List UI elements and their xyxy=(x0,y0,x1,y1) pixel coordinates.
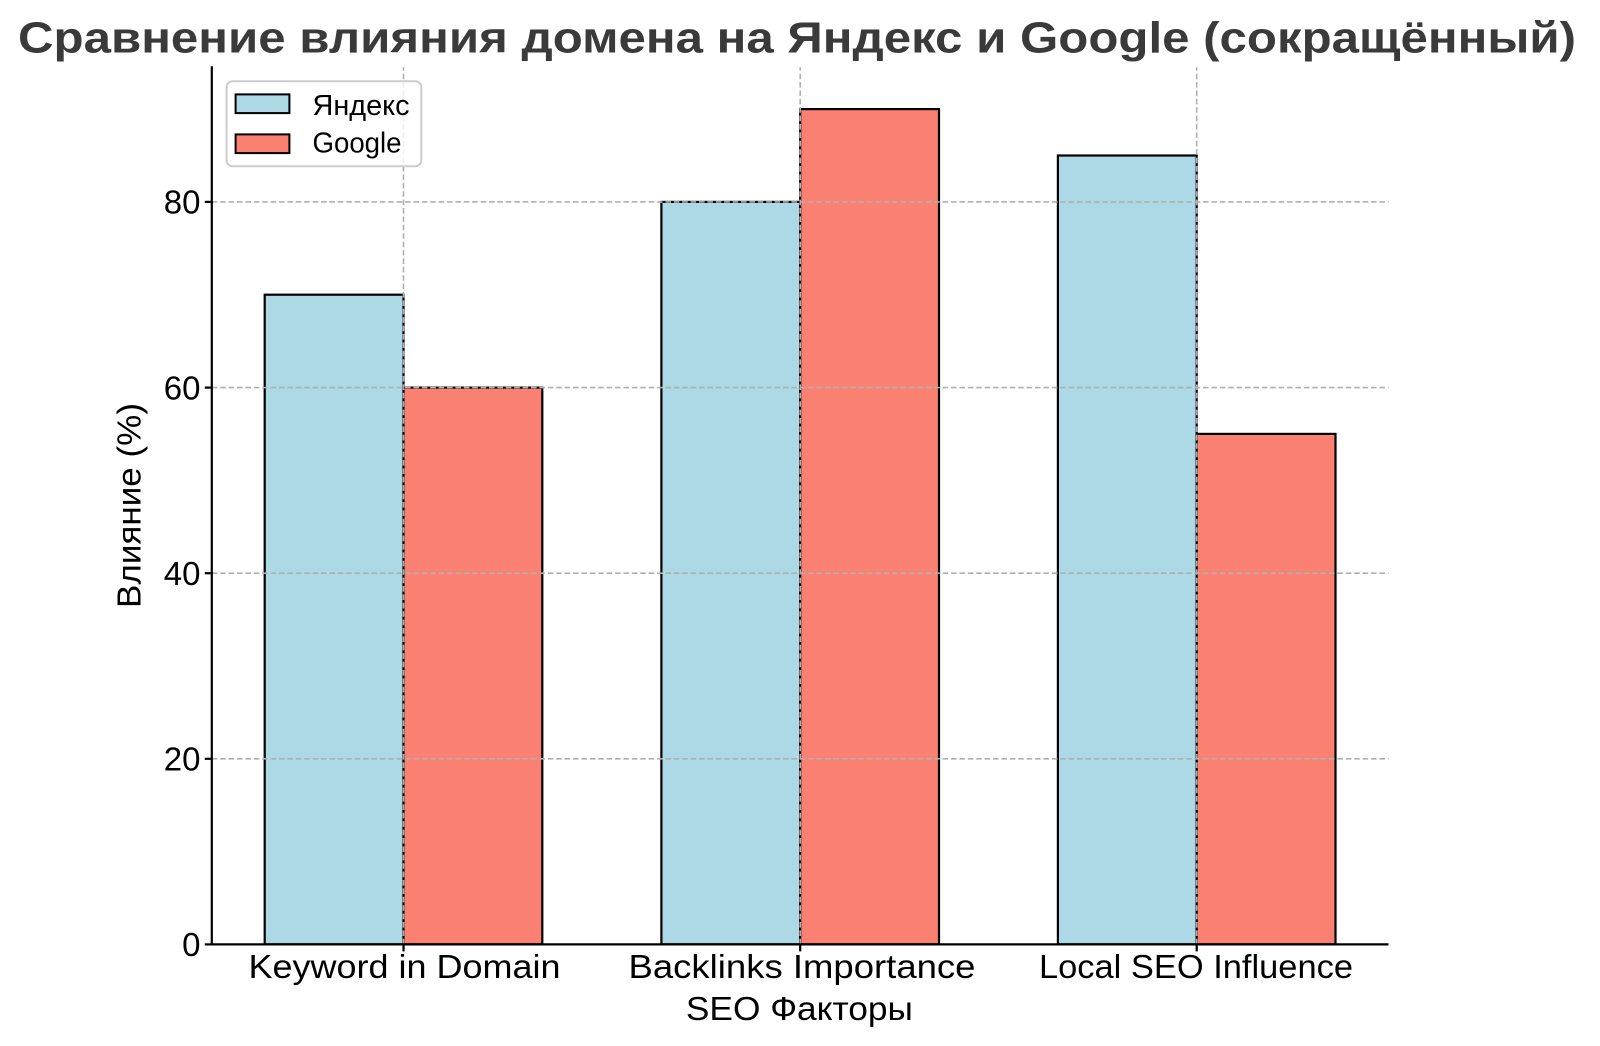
svg-text:80: 80 xyxy=(164,184,201,221)
svg-text:Backlinks Importance: Backlinks Importance xyxy=(629,948,976,985)
svg-text:60: 60 xyxy=(164,369,201,406)
svg-text:0: 0 xyxy=(182,926,200,963)
svg-text:Keyword in Domain: Keyword in Domain xyxy=(249,948,561,985)
svg-text:Сравнение влияния домена на Ян: Сравнение влияния домена на Яндекс и Goo… xyxy=(18,14,1576,63)
svg-text:SEO Факторы: SEO Факторы xyxy=(686,990,913,1027)
svg-text:20: 20 xyxy=(164,741,201,778)
svg-text:40: 40 xyxy=(164,555,201,592)
svg-text:Google: Google xyxy=(313,128,402,160)
svg-text:Local SEO Influence: Local SEO Influence xyxy=(1039,948,1353,985)
svg-text:Влияние (%): Влияние (%) xyxy=(111,403,148,608)
svg-text:Яндекс: Яндекс xyxy=(313,90,410,122)
